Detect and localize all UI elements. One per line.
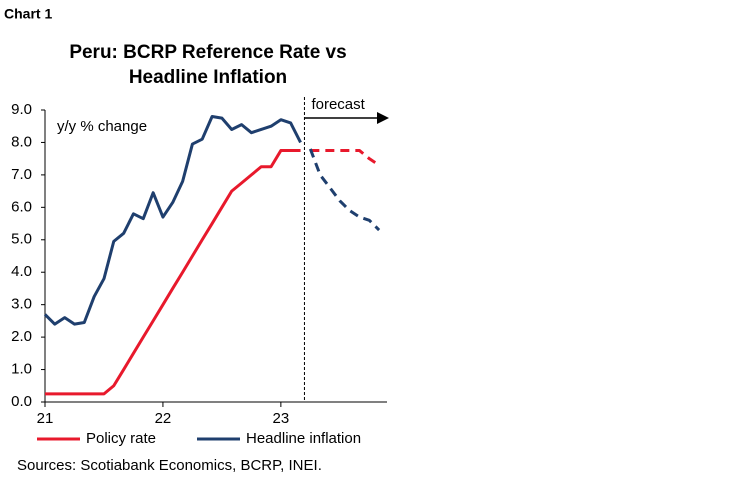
- y-tick-label: 4.0: [11, 263, 32, 280]
- legend-label: Headline inflation: [246, 430, 361, 447]
- source: Sources: Scotiabank Economics, BCRP, INE…: [17, 457, 322, 474]
- y-tick-label: 5.0: [11, 231, 32, 248]
- y-tick-label: 3.0: [11, 296, 32, 313]
- x-tick-label: 22: [155, 410, 172, 427]
- x-tick-label: 21: [37, 410, 54, 427]
- y-tick-label: 8.0: [11, 133, 32, 150]
- y-tick-label: 7.0: [11, 166, 32, 183]
- y-tick-label: 2.0: [11, 328, 32, 345]
- y-tick-label: 9.0: [11, 101, 32, 118]
- header: Chart 1: [4, 6, 52, 22]
- forecast-line: [308, 148, 381, 232]
- y-tick-label: 6.0: [11, 198, 32, 215]
- chart-title: Headline Inflation: [129, 67, 287, 88]
- x-tick-label: 23: [273, 410, 290, 427]
- y-tick-label: 1.0: [11, 361, 32, 378]
- series-line: [43, 114, 302, 326]
- legend-label: Policy rate: [86, 430, 156, 447]
- y-axis-label: y/y % change: [57, 118, 147, 135]
- chart-title: Peru: BCRP Reference Rate vs: [69, 42, 346, 63]
- series-line: [45, 149, 301, 396]
- annotation: forecast: [311, 96, 365, 113]
- forecast-line: [310, 149, 380, 167]
- forecast-arrowhead: [377, 112, 389, 124]
- y-tick-label: 0.0: [11, 393, 32, 410]
